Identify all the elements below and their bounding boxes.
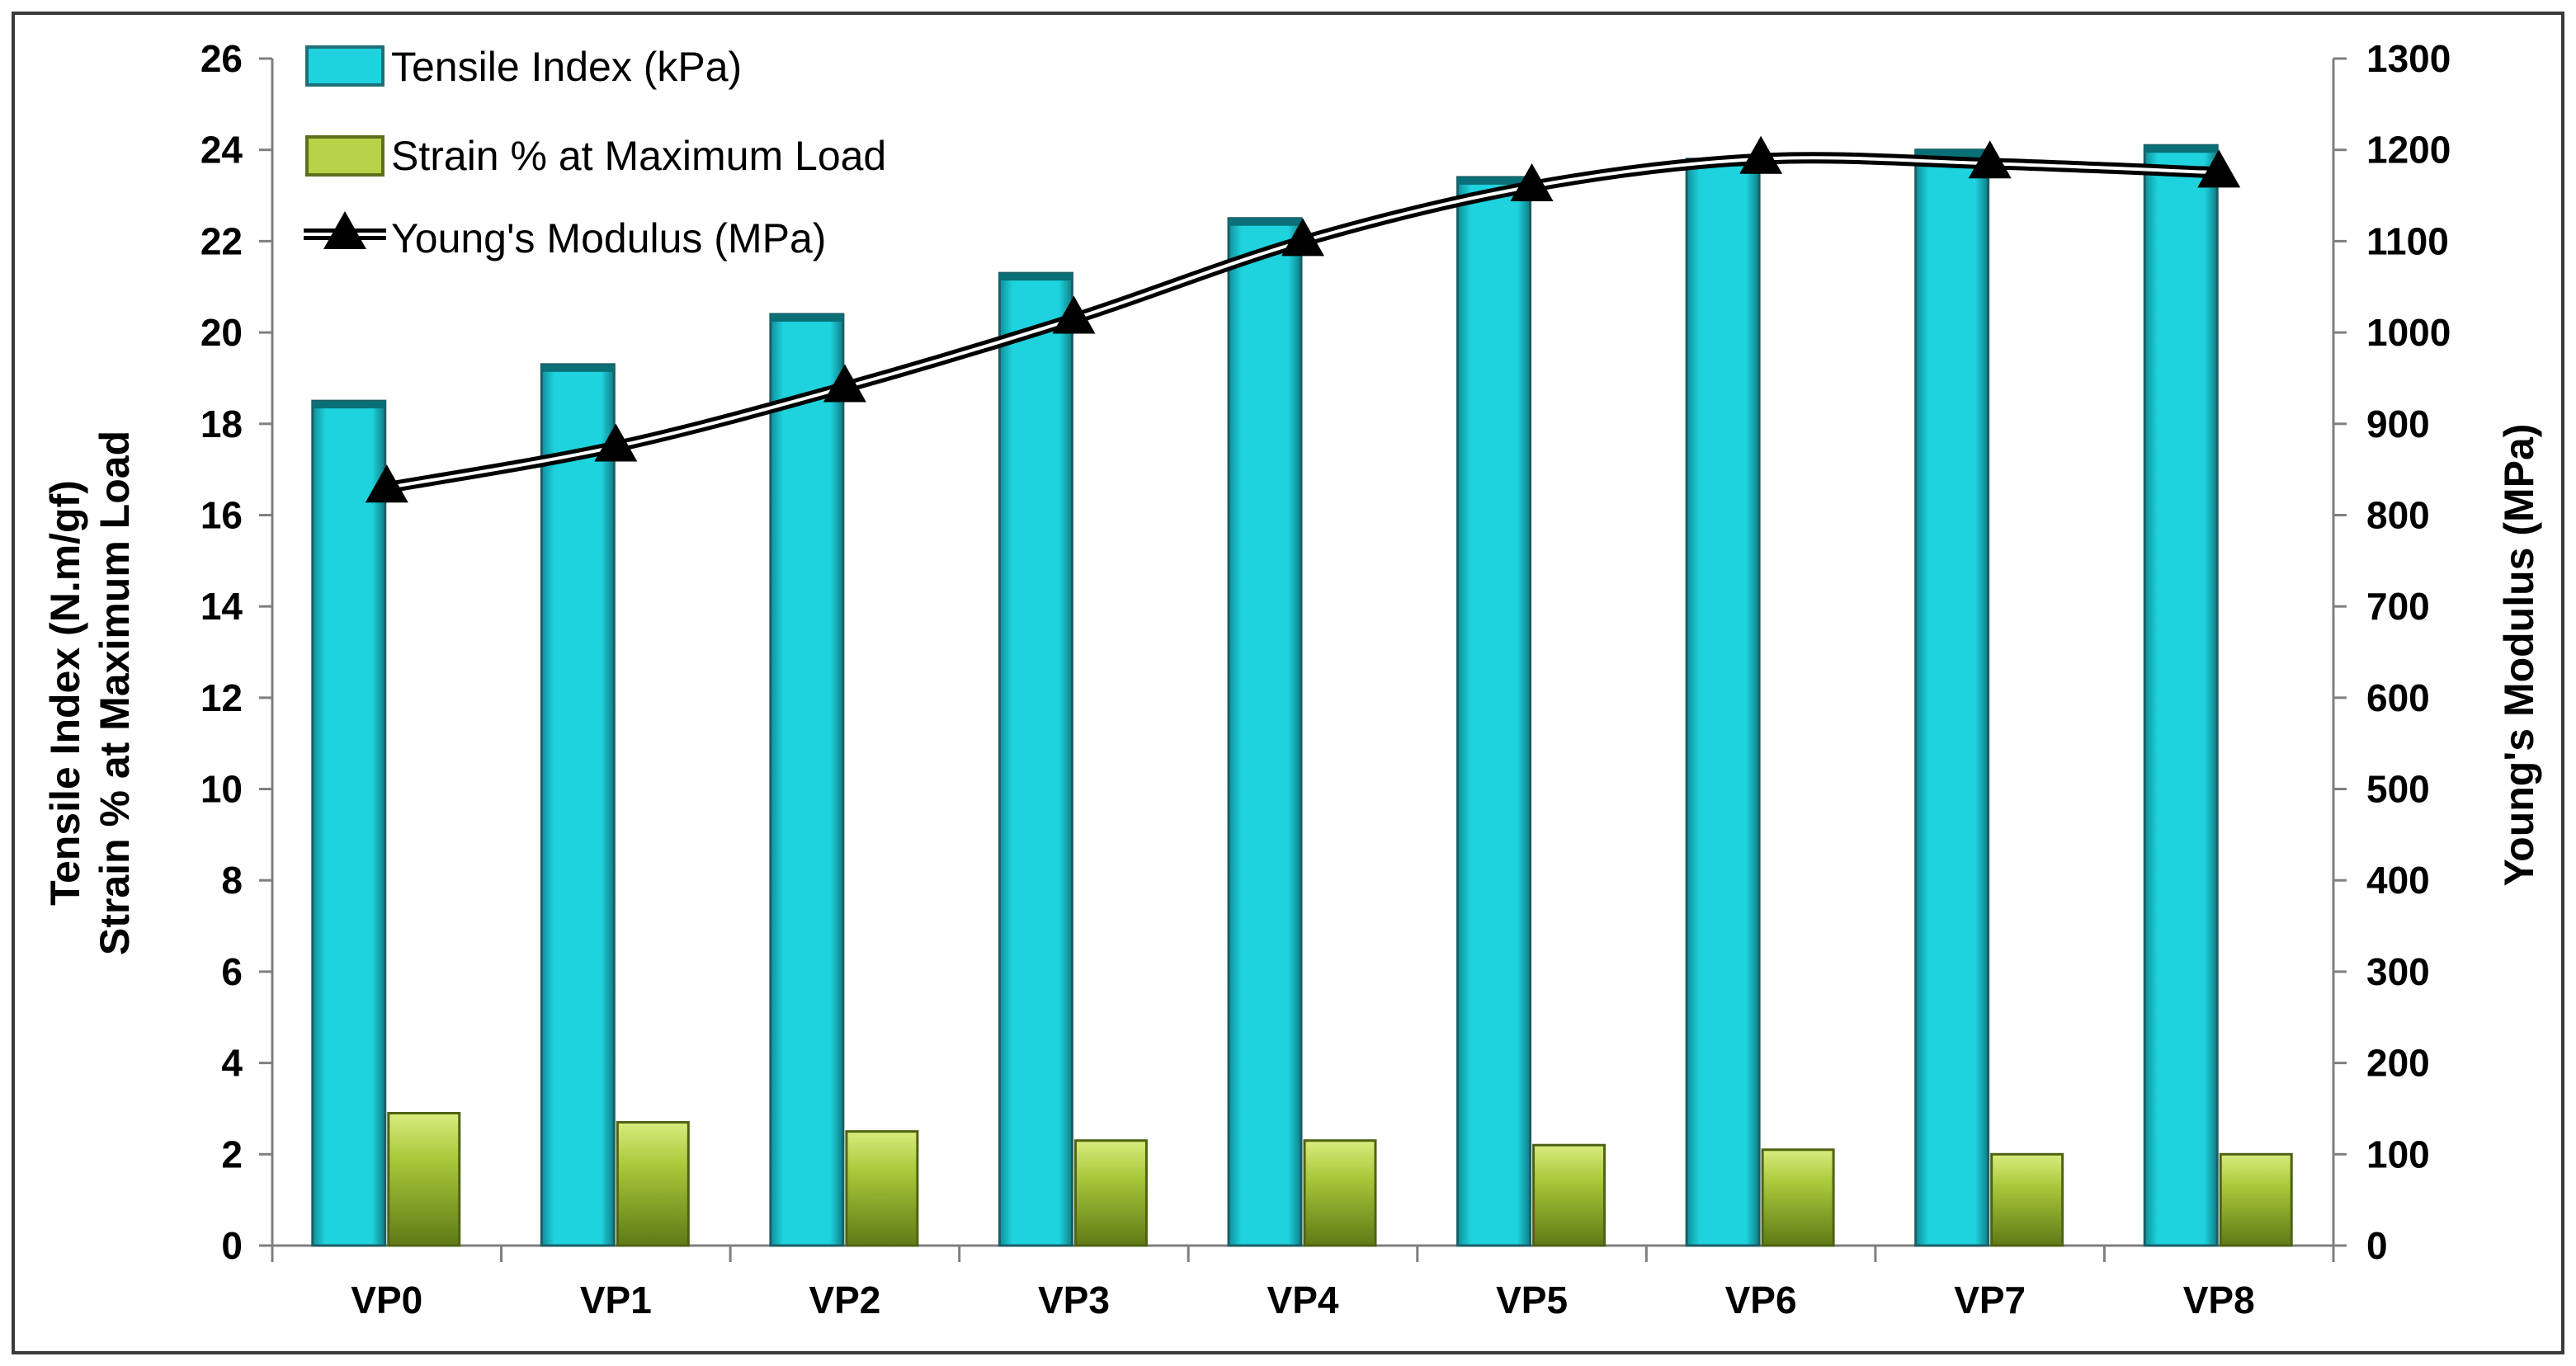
left-tick-label: 6 xyxy=(221,950,243,993)
bar-tensile-index-cap xyxy=(541,364,615,372)
marker-youngs-modulus xyxy=(365,464,408,503)
x-tick-label: VP2 xyxy=(809,1279,880,1321)
legend-marker-youngs-modulus xyxy=(323,211,366,249)
legend-item-strain: Strain % at Maximum Load xyxy=(305,133,886,179)
bar-strain xyxy=(1761,1148,1835,1247)
right-tick-label: 0 xyxy=(2366,1224,2388,1267)
right-tick-label: 100 xyxy=(2366,1133,2430,1175)
x-tick-label: VP1 xyxy=(580,1279,652,1321)
x-tick-label: VP7 xyxy=(1954,1279,2026,1321)
bar-tensile-index xyxy=(998,271,1073,1247)
left-axis-title-line2: Strain % at Maximum Load xyxy=(92,431,138,955)
legend-item-youngs-modulus: Young's Modulus (MPa) xyxy=(304,211,826,261)
bar-tensile-index xyxy=(311,399,387,1247)
right-tick-label: 1000 xyxy=(2366,311,2451,354)
x-axis: VP0 VP1 VP2 VP3 VP4 VP5 VP6 VP7 VP8 xyxy=(271,1244,2335,1321)
left-tick-label: 2 xyxy=(221,1133,243,1175)
right-tick-label: 500 xyxy=(2366,768,2430,811)
bar-strain xyxy=(1532,1143,1606,1247)
right-axis-title: Young's Modulus (MPa) xyxy=(2496,424,2542,887)
marker-youngs-modulus xyxy=(2197,149,2241,188)
line-series-layer xyxy=(365,135,2241,503)
bar-strain xyxy=(387,1111,461,1247)
right-tick-label: 1300 xyxy=(2366,37,2451,80)
bar-tensile-index-cap xyxy=(999,273,1073,281)
marker-youngs-modulus xyxy=(1968,140,2012,179)
right-tick-label: 900 xyxy=(2366,403,2430,445)
marker-youngs-modulus xyxy=(594,423,638,462)
left-tick-label: 12 xyxy=(201,676,243,719)
right-tick-label: 1200 xyxy=(2366,129,2451,172)
left-tick-label: 4 xyxy=(221,1042,243,1085)
left-tick-label: 0 xyxy=(221,1224,243,1267)
x-tick-label: VP0 xyxy=(351,1279,422,1321)
right-tick-label: 600 xyxy=(2366,676,2430,719)
x-tick-label: VP5 xyxy=(1496,1279,1568,1321)
x-tick-label: VP3 xyxy=(1038,1279,1110,1321)
marker-youngs-modulus xyxy=(1052,295,1096,334)
bars-layer xyxy=(311,144,2293,1247)
x-tick-label: VP6 xyxy=(1725,1279,1797,1321)
bar-tensile-index-cap xyxy=(312,401,385,409)
right-tick-label: 300 xyxy=(2366,950,2430,993)
bar-tensile-index-cap xyxy=(770,313,843,322)
left-tick-label: 16 xyxy=(201,493,243,536)
bar-tensile-index xyxy=(1456,176,1532,1247)
bar-tensile-index xyxy=(1227,217,1303,1247)
right-tick-label: 200 xyxy=(2366,1042,2430,1085)
legend: Tensile Index (kPa) Strain % at Maximum … xyxy=(304,44,886,261)
bar-tensile-index xyxy=(540,363,616,1247)
bar-strain xyxy=(1073,1139,1148,1247)
bar-strain xyxy=(1990,1152,2064,1247)
legend-label-strain: Strain % at Maximum Load xyxy=(391,133,886,179)
legend-item-tensile-index: Tensile Index (kPa) xyxy=(305,44,742,90)
left-tick-label: 8 xyxy=(221,859,243,902)
left-tick-label: 26 xyxy=(201,37,243,80)
right-axis: 0 100 200 300 400 500 600 700 800 900 1000 1100 1200… xyxy=(2332,37,2451,1267)
legend-swatch-strain xyxy=(305,135,385,177)
marker-youngs-modulus xyxy=(823,364,866,403)
left-tick-label: 22 xyxy=(201,219,243,262)
legend-label-tensile-index: Tensile Index (kPa) xyxy=(391,44,742,90)
right-tick-label: 1100 xyxy=(2366,219,2449,262)
right-tick-label: 400 xyxy=(2366,859,2430,902)
marker-youngs-modulus xyxy=(1281,218,1324,257)
bar-tensile-index-cap xyxy=(1457,177,1531,185)
left-tick-label: 20 xyxy=(201,311,243,354)
right-tick-label: 700 xyxy=(2366,585,2430,628)
bar-tensile-index-cap xyxy=(1915,149,1989,158)
left-axis-title-line1: Tensile Index (N.m/gf) xyxy=(42,480,88,906)
marker-youngs-modulus xyxy=(1510,163,1554,201)
bar-tensile-index-cap xyxy=(1229,218,1301,226)
bar-tensile-index xyxy=(1914,148,1990,1247)
legend-swatch-tensile-index xyxy=(305,45,385,87)
bar-strain xyxy=(1303,1139,1377,1247)
right-tick-label: 800 xyxy=(2366,493,2430,536)
left-tick-label: 24 xyxy=(201,129,243,172)
left-tick-label: 18 xyxy=(201,403,243,445)
bar-strain xyxy=(2219,1152,2293,1247)
marker-youngs-modulus xyxy=(1739,135,1783,174)
bar-tensile-index xyxy=(1685,158,1761,1247)
bar-tensile-index xyxy=(769,313,845,1247)
bar-tensile-index-cap xyxy=(2144,145,2218,153)
legend-label-youngs-modulus: Young's Modulus (MPa) xyxy=(391,215,826,261)
bar-tensile-index xyxy=(2143,144,2219,1247)
bar-strain xyxy=(845,1130,919,1247)
x-tick-label: VP4 xyxy=(1267,1279,1339,1321)
bar-strain xyxy=(616,1121,690,1247)
left-tick-label: 10 xyxy=(201,768,243,811)
x-tick-label: VP8 xyxy=(2183,1279,2255,1321)
left-tick-label: 14 xyxy=(201,585,243,628)
